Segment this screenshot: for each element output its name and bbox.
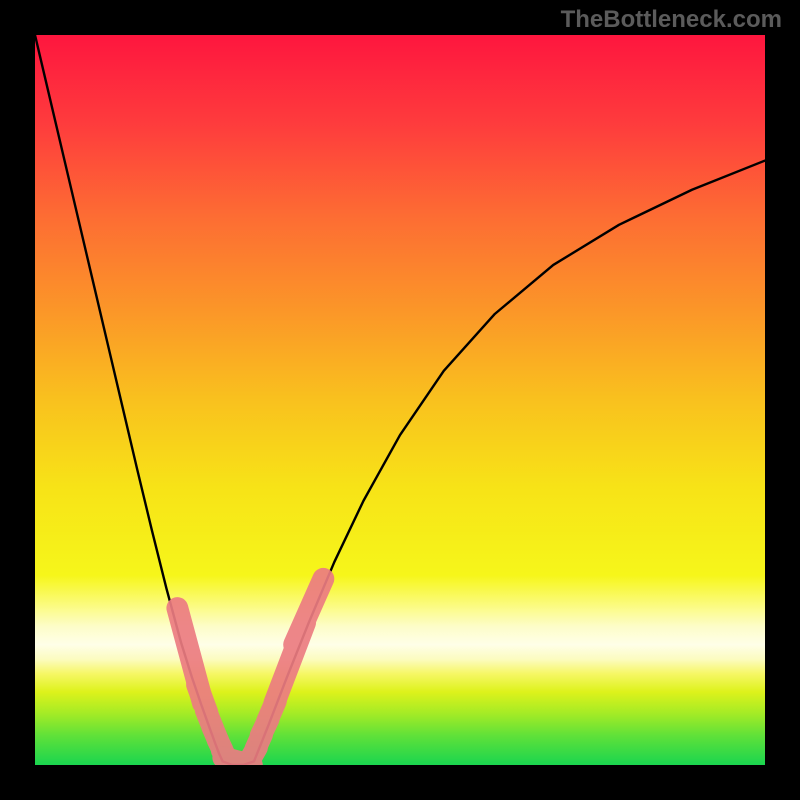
chart-frame bbox=[35, 35, 765, 765]
gradient-background bbox=[35, 35, 765, 765]
watermark-text: TheBottleneck.com bbox=[561, 6, 782, 34]
chart-stage: TheBottleneck.com bbox=[0, 0, 800, 800]
